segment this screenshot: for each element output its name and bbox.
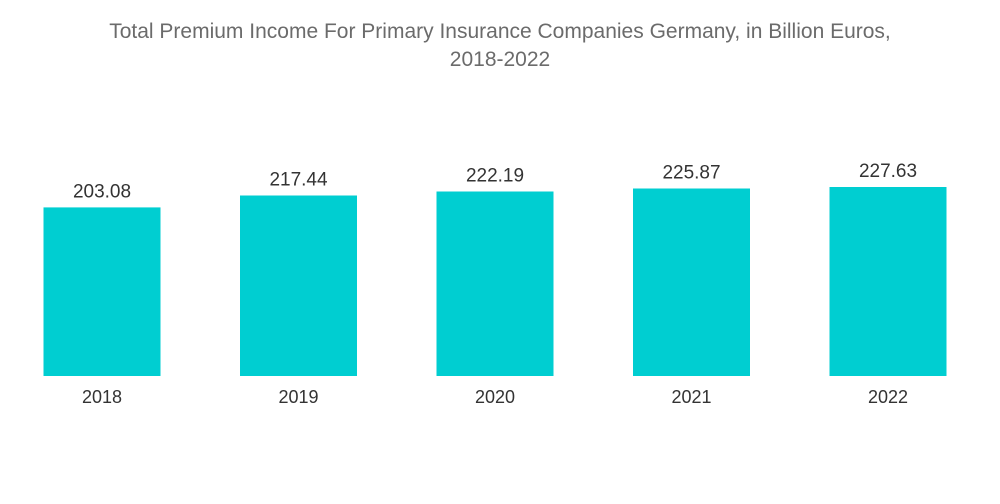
bar-2019 — [240, 195, 357, 376]
data-label-2022: 227.63 — [859, 161, 917, 182]
data-label-2019: 217.44 — [269, 170, 328, 191]
data-label-2021: 225.87 — [662, 163, 720, 184]
bar-2021 — [633, 188, 750, 376]
bar-2022 — [829, 187, 947, 376]
bar-2020 — [436, 191, 554, 376]
x-tick-label-2021: 2021 — [671, 387, 711, 407]
x-tick-label-2019: 2019 — [278, 387, 318, 407]
bar-2018 — [43, 207, 161, 376]
chart-title-line-2: 2018-2022 — [449, 48, 551, 71]
data-label-2020: 222.19 — [466, 166, 524, 187]
data-label-2018: 203.08 — [73, 181, 131, 202]
x-tick-label-2022: 2022 — [868, 387, 908, 407]
x-tick-label-2020: 2020 — [475, 387, 515, 407]
x-tick-label-2018: 2018 — [82, 387, 122, 407]
chart-title-line-1: Total Premium Income For Primary Insuran… — [109, 20, 891, 43]
